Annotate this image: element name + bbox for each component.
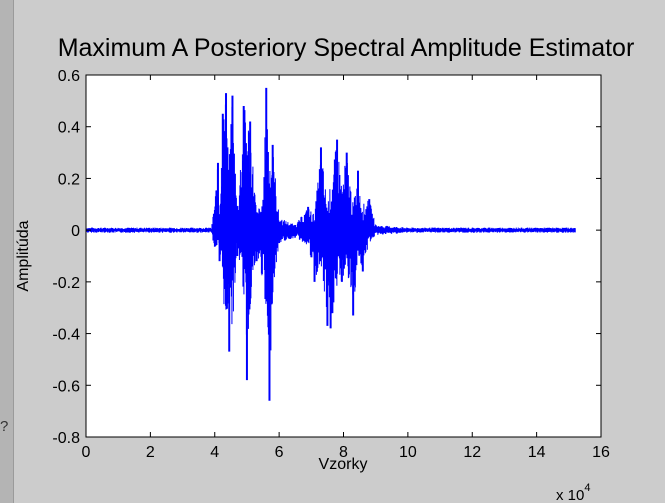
chart-title: Maximum A Posteriory Spectral Amplitude … (58, 34, 635, 62)
y-tick-label: -0.2 (52, 275, 80, 292)
x-tick-label: 12 (463, 444, 481, 461)
plot-frame (85, 74, 602, 438)
edge-glyph-text: ? (0, 418, 9, 435)
y-tick-label: 0.6 (58, 68, 80, 85)
x-tick-label: 4 (210, 444, 219, 461)
y-axis-ticks: -0.8 -0.6 -0.4 -0.2 0 0.2 0.4 0.6 (52, 68, 601, 447)
y-tick-label: 0 (71, 223, 80, 240)
y-tick-label: 0.2 (58, 171, 80, 188)
y-tick-label: -0.4 (52, 327, 80, 344)
x-tick-label: 2 (146, 444, 155, 461)
y-axis-label: Amplitúda (15, 220, 32, 291)
x-tick-label: 6 (275, 444, 284, 461)
x-multiplier-base: x 10 (556, 487, 584, 503)
x-tick-label: 0 (82, 444, 91, 461)
x-tick-label: 10 (399, 444, 417, 461)
left-panel-strip (0, 0, 14, 503)
x-tick-label: 14 (528, 444, 546, 461)
x-tick-label: 8 (339, 444, 348, 461)
x-multiplier-label: x 104 (556, 482, 590, 503)
waveform-layer (85, 87, 576, 401)
x-multiplier-exponent: 4 (584, 482, 590, 494)
y-tick-label: 0.4 (58, 120, 80, 137)
y-tick-label: -0.8 (52, 430, 80, 447)
x-tick-label: 16 (592, 444, 610, 461)
x-axis-ticks: 0 2 4 6 8 10 12 14 16 (82, 75, 610, 461)
y-tick-label: -0.6 (52, 378, 80, 395)
x-axis-label: Vzorky (319, 456, 368, 473)
